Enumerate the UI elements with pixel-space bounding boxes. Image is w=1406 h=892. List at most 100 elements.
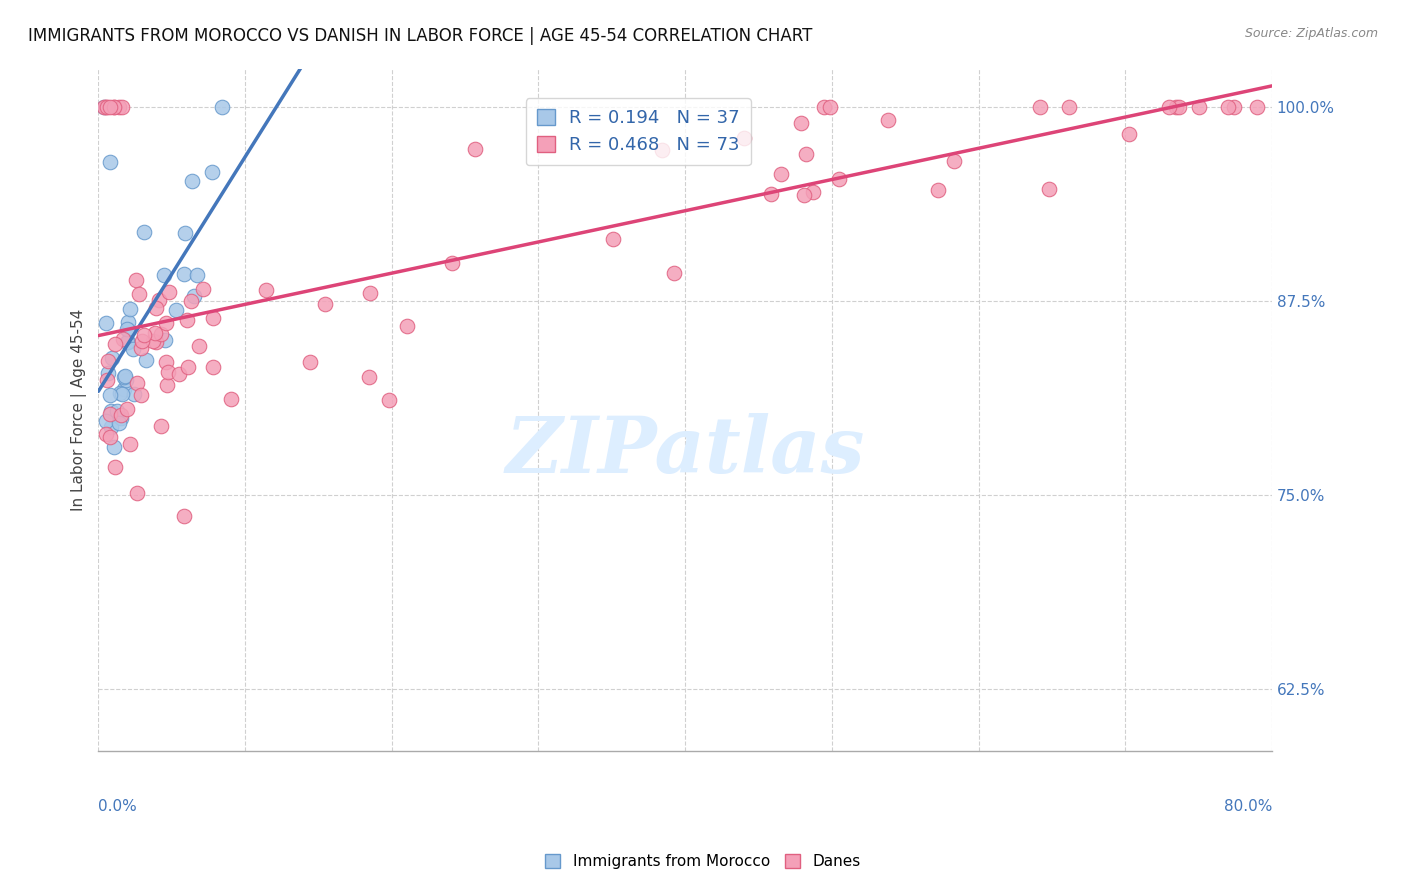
- Point: [733, 130, 755, 145]
- Text: 0.0%: 0.0%: [98, 799, 138, 814]
- Point: [94, 414, 117, 428]
- Text: IMMIGRANTS FROM MOROCCO VS DANISH IN LABOR FORCE | AGE 45-54 CORRELATION CHART: IMMIGRANTS FROM MOROCCO VS DANISH IN LAB…: [28, 27, 813, 45]
- Point: [801, 186, 824, 200]
- Point: [927, 183, 949, 197]
- Point: [98, 388, 121, 402]
- Point: [115, 322, 138, 336]
- Point: [135, 352, 157, 367]
- Point: [141, 334, 163, 348]
- Point: [103, 100, 125, 114]
- Point: [110, 387, 132, 401]
- Point: [111, 332, 134, 346]
- Point: [464, 142, 486, 156]
- Point: [828, 172, 851, 186]
- Point: [100, 407, 122, 421]
- Point: [201, 164, 224, 178]
- Point: [149, 418, 172, 433]
- Point: [1118, 128, 1140, 142]
- Point: [1168, 100, 1191, 114]
- Point: [1216, 100, 1239, 114]
- Point: [202, 310, 225, 325]
- Point: [157, 285, 180, 300]
- Point: [165, 303, 187, 318]
- Point: [110, 100, 132, 114]
- Point: [173, 508, 195, 523]
- Point: [98, 429, 121, 443]
- Point: [173, 267, 195, 281]
- Point: [157, 365, 180, 379]
- Point: [122, 387, 145, 401]
- Point: [128, 287, 150, 301]
- Point: [156, 378, 179, 392]
- Point: [104, 460, 127, 475]
- Point: [219, 392, 242, 406]
- Point: [651, 143, 673, 157]
- Point: [100, 420, 122, 434]
- Point: [173, 226, 195, 240]
- Point: [314, 297, 336, 311]
- Point: [1159, 100, 1181, 114]
- Point: [152, 268, 174, 282]
- Point: [761, 187, 783, 202]
- Point: [1166, 100, 1188, 114]
- Text: 80.0%: 80.0%: [1223, 799, 1272, 814]
- Point: [118, 301, 141, 316]
- Point: [112, 382, 135, 396]
- Point: [183, 289, 205, 303]
- Point: [110, 385, 132, 400]
- Point: [794, 146, 817, 161]
- Point: [117, 323, 139, 337]
- Point: [110, 409, 132, 423]
- Point: [125, 273, 148, 287]
- Point: [1187, 100, 1209, 114]
- Point: [181, 174, 204, 188]
- Point: [120, 436, 142, 450]
- Point: [602, 232, 624, 246]
- Point: [177, 360, 200, 375]
- Point: [1246, 100, 1268, 114]
- Point: [254, 283, 277, 297]
- Point: [943, 154, 966, 169]
- Point: [1057, 100, 1080, 114]
- Point: [211, 100, 233, 114]
- Point: [359, 370, 381, 384]
- Point: [876, 113, 898, 128]
- Point: [96, 100, 118, 114]
- Point: [129, 342, 152, 356]
- Point: [202, 359, 225, 374]
- Point: [121, 343, 143, 357]
- Point: [150, 326, 173, 341]
- Point: [155, 333, 177, 347]
- Point: [115, 334, 138, 349]
- Point: [107, 416, 129, 430]
- Point: [117, 402, 139, 417]
- Point: [97, 366, 120, 380]
- Point: [298, 355, 321, 369]
- Point: [125, 485, 148, 500]
- Point: [180, 293, 202, 308]
- Point: [818, 100, 841, 114]
- Point: [176, 313, 198, 327]
- Point: [100, 403, 122, 417]
- Point: [148, 293, 170, 307]
- Point: [155, 355, 177, 369]
- Y-axis label: In Labor Force | Age 45-54: In Labor Force | Age 45-54: [72, 309, 87, 511]
- Text: Source: ZipAtlas.com: Source: ZipAtlas.com: [1244, 27, 1378, 40]
- Point: [125, 376, 148, 391]
- Point: [188, 339, 211, 353]
- Point: [1038, 181, 1060, 195]
- Legend: R = 0.194   N = 37, R = 0.468   N = 73: R = 0.194 N = 37, R = 0.468 N = 73: [526, 98, 751, 165]
- Point: [793, 188, 815, 202]
- Point: [98, 100, 121, 114]
- Point: [114, 374, 136, 388]
- Point: [1223, 100, 1246, 114]
- Point: [769, 167, 792, 181]
- Point: [167, 367, 190, 381]
- Point: [96, 372, 118, 386]
- Point: [378, 392, 401, 407]
- Point: [359, 285, 381, 300]
- Point: [104, 337, 127, 351]
- Point: [110, 410, 132, 425]
- Point: [93, 100, 115, 114]
- Point: [1029, 100, 1052, 114]
